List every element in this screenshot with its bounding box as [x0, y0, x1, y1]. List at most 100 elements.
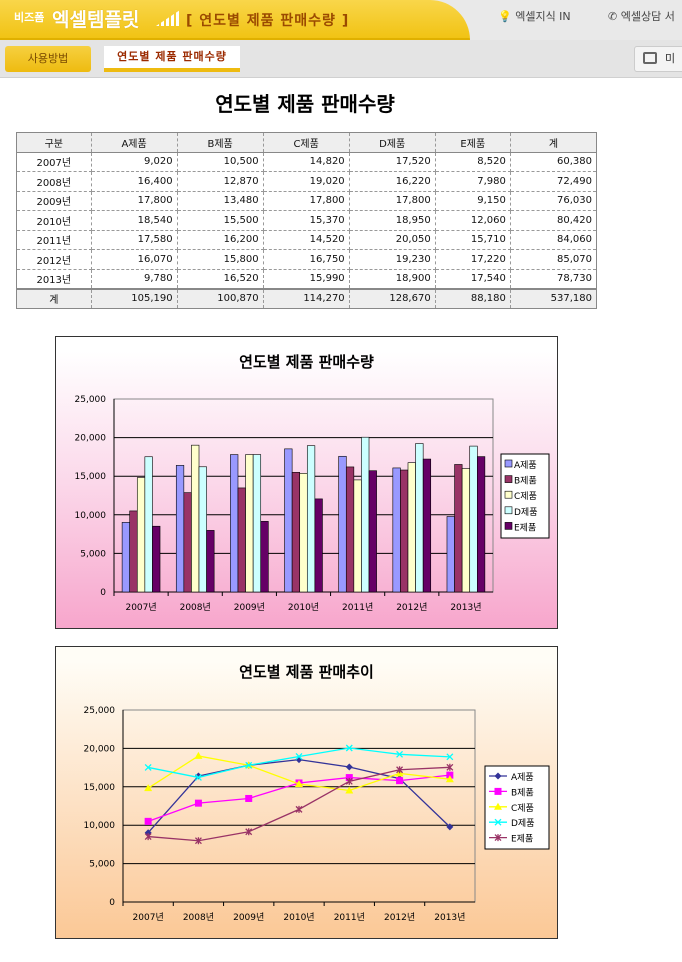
table-cell: 19,020	[262, 171, 350, 192]
y-tick-label: 10,000	[75, 511, 107, 521]
x-tick-label: 2012년	[396, 602, 427, 613]
series-line	[148, 766, 450, 842]
x-marker	[245, 761, 253, 769]
table-cell: 2007년	[16, 151, 92, 172]
y-tick-label: 25,000	[84, 706, 116, 716]
chart-canvas: 25,000 20,000 15,000 10,000 5,000 0 2007년 2008년…	[84, 706, 550, 923]
header-title: [ 연도별 제품 판매수량 ]	[186, 13, 350, 29]
brand-logo[interactable]: 엑셀템플릿	[52, 9, 140, 31]
table-row: 2010년 18,540 15,500 15,370 18,950 12,060 80,42…	[16, 210, 598, 231]
preview-label: 미	[665, 52, 676, 65]
diamond-marker	[295, 756, 303, 764]
table-cell: 13,480	[176, 190, 264, 211]
usage-button[interactable]: 사용방법	[5, 46, 91, 72]
tab-label: 엑셀상담 서	[620, 10, 675, 23]
bar	[338, 455, 347, 593]
diamond-marker	[494, 772, 502, 780]
x-marker	[494, 834, 502, 842]
bar	[252, 454, 262, 593]
x-marker	[194, 837, 202, 845]
table-cell: 16,200	[176, 229, 264, 250]
triangle-marker	[194, 751, 203, 759]
x-tick-label: 2009년	[233, 912, 264, 923]
triangle-marker	[295, 779, 303, 787]
bar	[392, 467, 401, 593]
bar	[121, 522, 131, 593]
legend-swatch	[504, 522, 513, 530]
sub-nav: 사용방법 연도별 제품 판매수량 미	[0, 40, 682, 78]
chart-title: 연도별 제품 판매추이	[239, 663, 374, 681]
table-cell: 114,270	[262, 287, 350, 309]
y-tick-label: 5,000	[80, 549, 106, 559]
x-tick-label: 2012년	[384, 912, 415, 923]
lightbulb-icon: 💡	[498, 10, 512, 23]
x-marker	[295, 805, 303, 813]
square-marker	[245, 794, 253, 802]
triangle-marker	[144, 784, 153, 792]
bar	[345, 466, 355, 593]
table-cell: 12,870	[176, 171, 264, 192]
x-tick-label: 2008년	[183, 912, 214, 923]
table-cell: 100,870	[176, 287, 264, 309]
table-cell: 16,520	[176, 268, 264, 289]
table-cell: 78,730	[509, 268, 598, 289]
bar	[230, 454, 239, 593]
table-cell: 76,030	[509, 190, 598, 211]
bar	[299, 473, 308, 593]
table-cell: 16,400	[90, 171, 178, 192]
x-marker	[144, 763, 152, 771]
bar	[415, 443, 424, 593]
preview-button[interactable]: 미	[634, 46, 682, 72]
tab-current-template[interactable]: 연도별 제품 판매수량	[104, 46, 240, 72]
bar	[144, 456, 153, 593]
bar	[291, 472, 301, 593]
table-cell: D제품	[348, 132, 436, 153]
table-cell: 2009년	[16, 190, 92, 211]
table-cell: 537,180	[509, 287, 598, 309]
tab-excel-consult[interactable]: ✆ 엑셀상담 서	[608, 8, 675, 24]
tab-excel-knowledge[interactable]: 💡 엑셀지식 IN	[498, 8, 571, 24]
x-marker	[194, 773, 202, 781]
table-row: 2011년 17,580 16,200 14,520 20,050 15,710 84,06…	[16, 229, 598, 250]
table-cell: E제품	[434, 132, 511, 153]
x-marker	[345, 744, 353, 752]
x-tick-label: 2007년	[125, 602, 156, 613]
y-tick-label: 15,000	[84, 783, 116, 793]
bar	[152, 525, 161, 593]
table-row: 구분 A제품 B제품 C제품 D제품 E제품 계	[16, 132, 598, 153]
table-cell: 17,800	[90, 190, 178, 211]
legend-label: E제품	[514, 522, 536, 533]
table-cell: 84,060	[509, 229, 598, 250]
table-cell: 계	[509, 132, 598, 153]
table-cell: 15,710	[434, 229, 511, 250]
table-cell: 2011년	[16, 229, 92, 250]
table-cell: 17,540	[434, 268, 511, 289]
y-tick-label: 0	[109, 898, 115, 908]
x-tick-label: 2010년	[288, 602, 319, 613]
table-cell: 9,150	[434, 190, 511, 211]
legend-label: A제품	[511, 772, 534, 783]
table-cell: 18,900	[348, 268, 436, 289]
table-cell: 16,750	[262, 249, 350, 270]
square-marker	[396, 777, 404, 785]
table-cell: 16,220	[348, 171, 436, 192]
bar	[407, 462, 416, 593]
triangle-marker	[445, 775, 454, 783]
bar	[175, 465, 185, 593]
triangle-marker	[345, 786, 354, 794]
table-cell: 17,580	[90, 229, 178, 250]
table-cell: 2013년	[16, 268, 92, 289]
legend-label: C제품	[511, 803, 534, 814]
table-cell: 20,050	[348, 229, 436, 250]
x-marker	[245, 828, 253, 836]
bar	[368, 470, 377, 593]
brand-small[interactable]: 비즈폼	[14, 11, 45, 24]
series-line	[147, 758, 451, 834]
y-tick-label: 15,000	[75, 472, 107, 482]
legend-swatch	[504, 475, 513, 483]
y-tick-label: 20,000	[75, 434, 107, 444]
legend-label: B제품	[514, 476, 537, 487]
diamond-marker	[446, 823, 454, 831]
table-cell: 17,800	[262, 190, 350, 211]
legend-swatch	[504, 459, 513, 468]
